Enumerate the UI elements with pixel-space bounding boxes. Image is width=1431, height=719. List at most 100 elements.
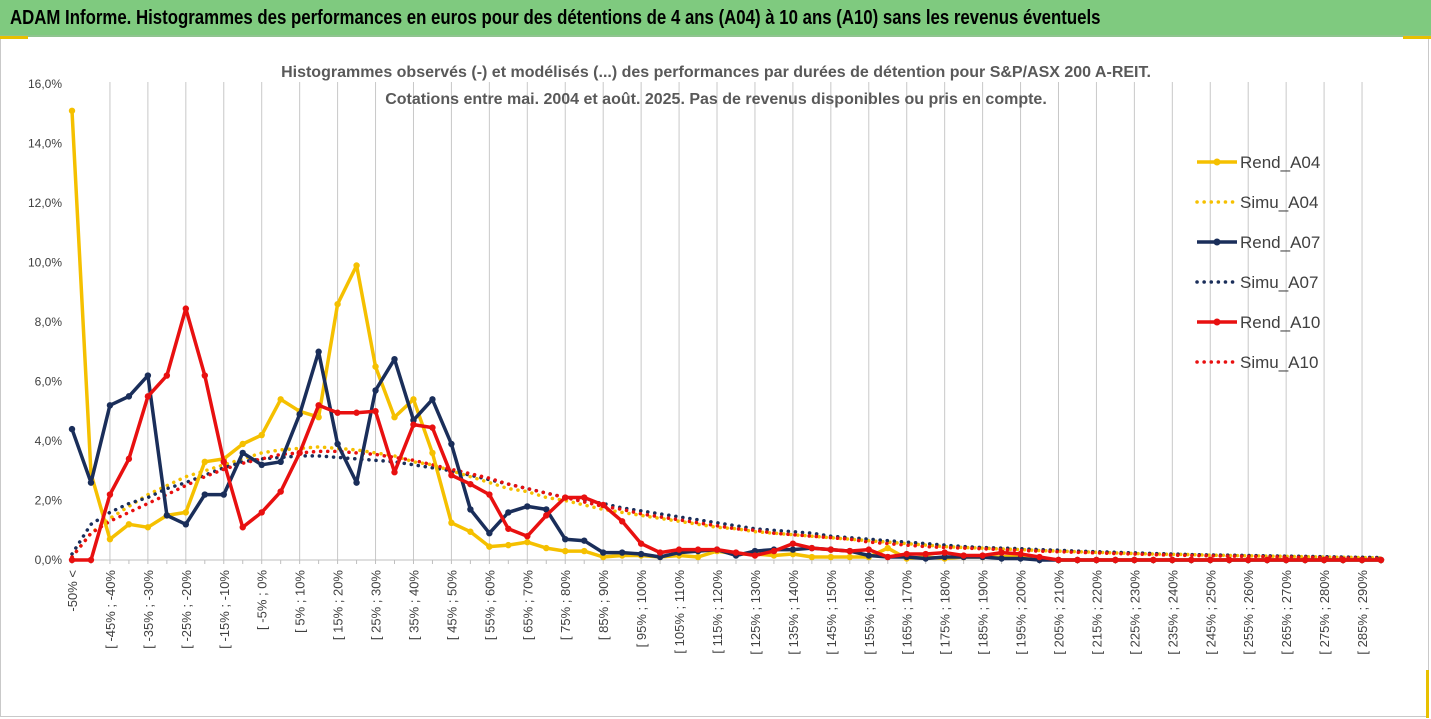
- data-point: [258, 509, 265, 516]
- legend-marker: [1213, 158, 1221, 166]
- data-point: [182, 509, 190, 516]
- data-point: [68, 107, 76, 114]
- data-point: [998, 549, 1005, 556]
- data-point: [410, 416, 417, 424]
- data-point: [1150, 556, 1157, 564]
- data-point: [296, 411, 303, 418]
- data-point: [694, 546, 702, 553]
- x-tick-label: [ -5% ; 0%: [255, 570, 270, 630]
- data-point: [1169, 556, 1176, 564]
- data-point: [125, 393, 133, 400]
- data-point: [808, 553, 816, 561]
- data-point: [789, 550, 797, 558]
- data-point: [467, 528, 474, 535]
- data-point: [903, 550, 910, 558]
- data-point: [277, 488, 284, 495]
- series-line-simu-a10: [70, 449, 1383, 561]
- data-point: [429, 449, 436, 457]
- legend[interactable]: Rend_A04 Simu_A04 Rend_A07 Simu_A07 Rend_A10…: [1195, 153, 1320, 372]
- data-point: [865, 552, 872, 559]
- x-tick-label: [ 205% ; 210%: [1051, 570, 1066, 655]
- data-point: [68, 425, 76, 433]
- x-tick-label: -50% <: [65, 570, 80, 612]
- x-tick-label: [ 275% ; 280%: [1317, 570, 1332, 655]
- data-point: [467, 480, 474, 488]
- chart-title: Histogrammes observés (-) et modélisés (…: [281, 64, 1151, 81]
- data-point: [68, 556, 76, 564]
- data-point: [448, 519, 455, 527]
- data-point: [618, 549, 626, 556]
- data-point: [827, 546, 835, 553]
- data-point: [1245, 556, 1252, 564]
- data-point: [144, 372, 152, 379]
- data-point: [353, 409, 360, 416]
- legend-item-simu-a04[interactable]: Simu_A04: [1195, 193, 1318, 212]
- data-point: [372, 408, 379, 415]
- data-point: [581, 537, 588, 544]
- data-point: [713, 546, 721, 553]
- x-tick-label: [ 95% ; 100%: [634, 570, 649, 648]
- data-point: [599, 501, 607, 509]
- x-tick-label: [ 135% ; 140%: [786, 570, 801, 655]
- data-point: [315, 402, 322, 409]
- x-tick-label: [ -45% ; -40%: [103, 570, 118, 649]
- y-tick-label: 14,0%: [28, 137, 62, 151]
- x-tick-label: [ 235% ; 240%: [1165, 570, 1180, 655]
- legend-marker: [1213, 318, 1221, 326]
- data-point: [277, 458, 284, 466]
- legend-item-simu-a10[interactable]: Simu_A10: [1195, 353, 1318, 372]
- legend-label: Simu_A07: [1240, 273, 1318, 292]
- grid-lines: [109, 82, 1363, 560]
- data-point: [1017, 555, 1024, 562]
- legend-item-rend-a07[interactable]: Rend_A07: [1197, 233, 1320, 252]
- data-point: [315, 348, 322, 355]
- chart-subtitle: Cotations entre mai. 2004 et août. 2025.…: [385, 91, 1047, 108]
- data-point: [258, 431, 265, 439]
- data-point: [941, 549, 948, 556]
- data-point: [448, 472, 455, 479]
- x-tick-label: [ 195% ; 200%: [1014, 570, 1029, 655]
- x-tick-label: [ 75% ; 80%: [558, 570, 573, 641]
- data-point: [1074, 556, 1081, 564]
- data-point: [106, 402, 114, 409]
- data-point: [751, 552, 759, 559]
- data-point: [543, 506, 550, 513]
- data-point: [258, 461, 265, 468]
- data-point: [770, 547, 778, 555]
- data-point: [846, 553, 854, 561]
- data-point: [87, 479, 95, 486]
- legend-item-rend-a04[interactable]: Rend_A04: [1197, 153, 1320, 172]
- data-point: [201, 491, 208, 498]
- x-tick-label: [ 175% ; 180%: [938, 570, 953, 655]
- x-tick-label: [ 245% ; 250%: [1203, 570, 1218, 655]
- x-tick-label: [ 105% ; 110%: [672, 570, 687, 654]
- x-tick-label: [ 115% ; 120%: [710, 570, 725, 654]
- x-tick-label: [ 55% ; 60%: [482, 570, 497, 641]
- legend-item-simu-a07[interactable]: Simu_A07: [1195, 273, 1318, 292]
- data-point: [334, 440, 341, 448]
- data-point: [467, 506, 474, 513]
- data-point: [410, 396, 417, 403]
- data-point: [846, 547, 854, 555]
- data-point: [1320, 556, 1328, 564]
- data-point: [1093, 556, 1100, 564]
- data-point: [1339, 556, 1347, 564]
- data-point: [562, 535, 569, 543]
- data-point: [922, 555, 929, 562]
- legend-item-rend-a10[interactable]: Rend_A10: [1197, 313, 1320, 332]
- data-point: [182, 305, 190, 312]
- x-tick-label: [ 145% ; 150%: [824, 570, 839, 655]
- data-point: [979, 552, 986, 559]
- data-point: [789, 540, 797, 547]
- data-point: [656, 553, 664, 561]
- data-point: [618, 518, 626, 525]
- y-tick-label: 4,0%: [35, 434, 63, 448]
- legend-label: Rend_A10: [1240, 313, 1320, 332]
- data-point: [562, 547, 569, 555]
- data-point: [1055, 556, 1062, 564]
- data-point: [125, 521, 133, 528]
- data-point: [429, 396, 436, 403]
- data-point: [884, 553, 891, 561]
- x-tick-label: [ 5% ; 10%: [293, 570, 308, 633]
- data-point: [732, 549, 740, 556]
